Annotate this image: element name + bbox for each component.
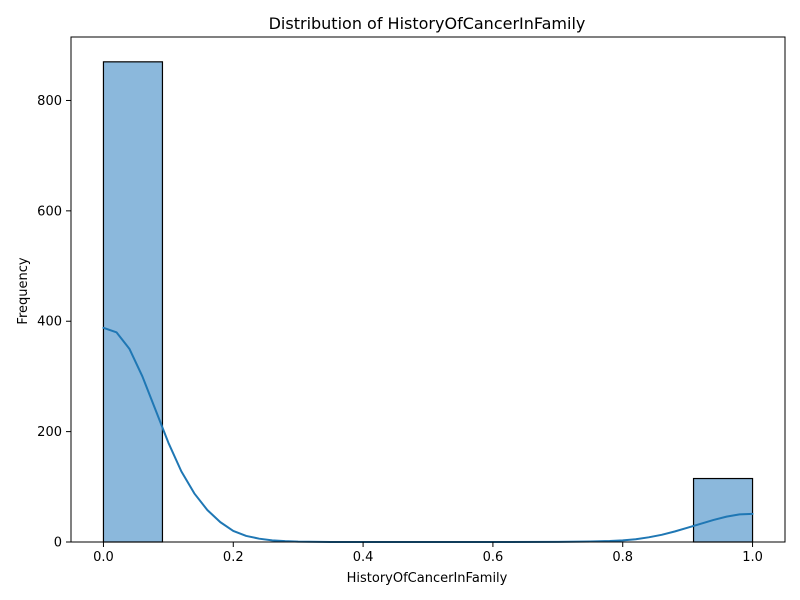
y-tick-label: 0	[54, 536, 62, 551]
y-axis-label: Frequency	[16, 257, 31, 324]
y-axis-ticks: 0 200 400 600 800	[37, 94, 71, 551]
y-tick-label: 200	[37, 425, 62, 440]
chart-title: Distribution of HistoryOfCancerInFamily	[269, 14, 586, 33]
kde-line	[102, 326, 754, 543]
x-tick-label: 0.6	[483, 550, 504, 565]
y-tick-label: 400	[37, 315, 62, 330]
axes-frame	[70, 36, 786, 543]
x-axis-label: HistoryOfCancerInFamily	[347, 571, 508, 586]
y-tick-label: 800	[37, 94, 62, 109]
x-tick-label: 0.0	[93, 550, 114, 565]
x-tick-label: 1.0	[742, 550, 763, 565]
histogram-bar-1	[692, 477, 754, 543]
x-tick-label: 0.4	[353, 550, 374, 565]
x-tick-label: 0.2	[223, 550, 244, 565]
plot-area	[70, 36, 786, 543]
histogram-bar-0	[102, 61, 164, 543]
x-axis-ticks: 0.0 0.2 0.4 0.6 0.8 1.0	[93, 542, 763, 565]
y-tick-label: 600	[37, 204, 62, 219]
x-tick-label: 0.8	[612, 550, 633, 565]
